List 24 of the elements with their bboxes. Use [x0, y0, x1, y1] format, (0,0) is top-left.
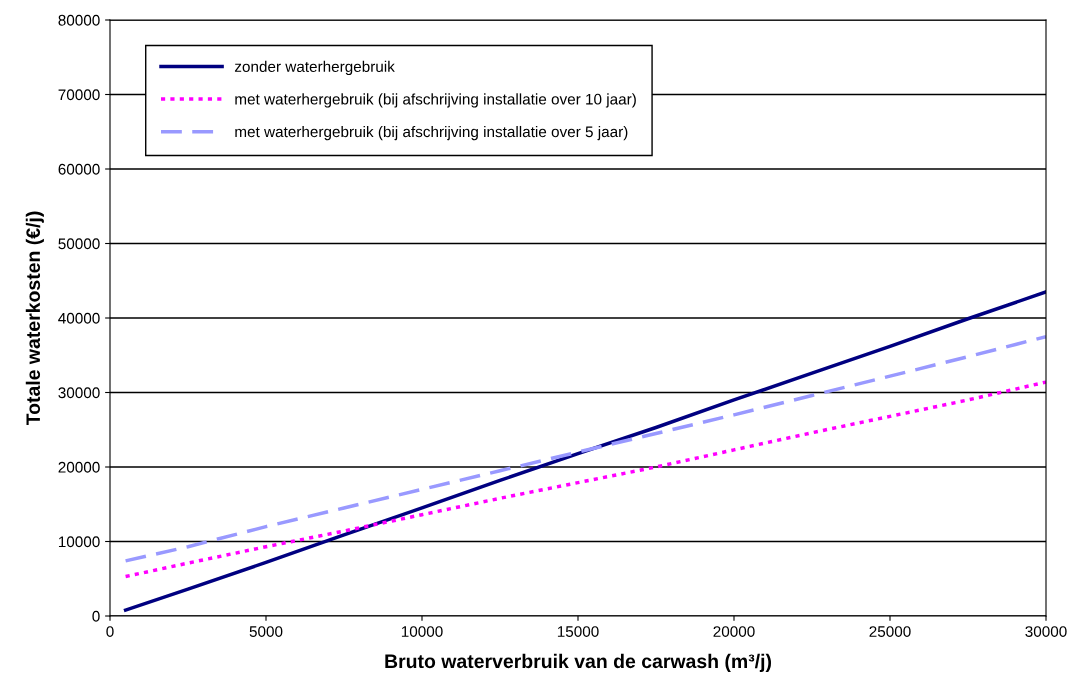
x-tick-label: 15000 — [557, 626, 599, 637]
line-series — [123, 334, 1046, 563]
line-series — [123, 380, 1046, 579]
x-axis-title: Bruto waterverbruik van de carwash (m³/j) — [385, 653, 771, 672]
legend-label: met waterhergebruik (bij afschrijving installatie over 10 jaar) — [235, 93, 636, 108]
line-series — [123, 290, 1046, 612]
y-axis-title: Totale waterkosten (€/j) — [25, 211, 44, 426]
x-tick-label: 5000 — [249, 626, 283, 637]
y-tick-label: 10000 — [58, 536, 100, 548]
x-tick-label: 10000 — [401, 626, 443, 637]
y-tick-label: 0 — [92, 610, 100, 622]
y-tick-label: 60000 — [58, 163, 100, 175]
y-tick-label: 70000 — [58, 89, 100, 101]
y-tick-label: 80000 — [58, 14, 100, 26]
x-tick-label: 25000 — [869, 626, 911, 637]
legend-label: met waterhergebruik (bij afschrijving installatie over 5 jaar) — [235, 125, 628, 141]
y-tick-label: 40000 — [58, 312, 100, 324]
y-tick-label: 20000 — [58, 461, 100, 473]
x-tick-label: 30000 — [1025, 626, 1067, 637]
y-tick-label: 50000 — [58, 238, 100, 250]
x-tick-label: 0 — [106, 626, 114, 637]
x-tick-label: 20000 — [713, 626, 755, 637]
y-tick-label: 30000 — [58, 387, 100, 399]
legend-label: zonder waterhergebruik — [234, 60, 395, 76]
